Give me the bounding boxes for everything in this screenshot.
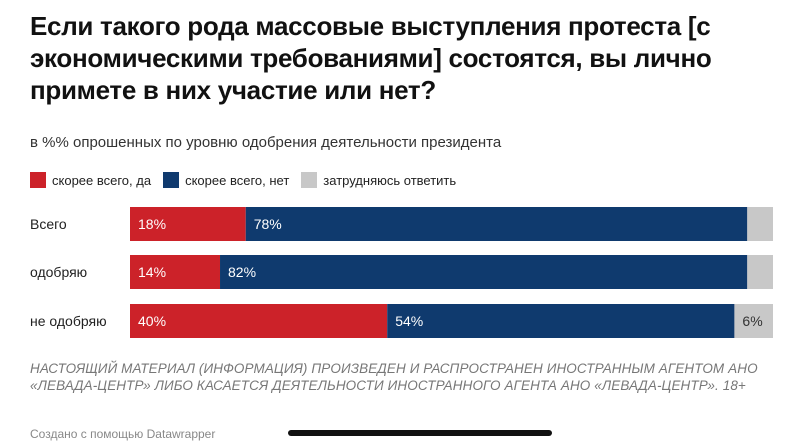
legend-swatch-unsure: [301, 172, 318, 188]
legend: скорее всего, да скорее всего, нет затру…: [30, 172, 468, 188]
bar-label-disapprove-unsure: 6%: [742, 313, 763, 329]
chart-subtitle: в %% опрошенных по уровню одобрения деят…: [30, 134, 502, 151]
bar-disapprove-no: [387, 304, 735, 338]
legend-label-unsure: затрудняюсь ответить: [323, 172, 457, 188]
bar-disapprove-unsure: [734, 304, 773, 338]
legend-swatch-yes: [30, 172, 46, 188]
legend-item-unsure: затрудняюсь ответить: [301, 172, 456, 188]
bar-total-no: [245, 207, 748, 241]
bar-label-approve-yes: 14%: [138, 264, 167, 280]
legend-item-yes: скорее всего, да: [30, 172, 151, 188]
legend-label-yes: скорее всего, да: [52, 172, 152, 188]
legend-swatch-no: [163, 172, 180, 188]
row-label-total: Всего: [30, 216, 67, 232]
bar-label-approve-no: 82%: [228, 264, 257, 280]
bar-label-total-yes: 18%: [138, 216, 167, 232]
bar-total-yes: [130, 207, 246, 241]
row-label-approve: одобряю: [30, 264, 88, 280]
bar-total-unsure: [747, 207, 773, 241]
bar-approve-unsure: [747, 255, 773, 289]
legend-label-no: скорее всего, нет: [185, 172, 290, 188]
home-indicator: [288, 430, 552, 436]
bar-disapprove-yes: [130, 304, 388, 338]
row-label-disapprove: не одобряю: [30, 313, 107, 329]
bar-label-total-no: 78%: [253, 216, 282, 232]
bar-label-disapprove-yes: 40%: [138, 313, 167, 329]
bar-label-disapprove-no: 54%: [395, 313, 424, 329]
bar-approve-yes: [130, 255, 221, 289]
datawrapper-credit: Создано с помощью Datawrapper: [30, 427, 216, 441]
legend-item-no: скорее всего, нет: [163, 172, 289, 188]
chart-title: Если такого рода массовые выступления пр…: [30, 11, 712, 105]
foreign-agent-notice: НАСТОЯЩИЙ МАТЕРИАЛ (ИНФОРМАЦИЯ) ПРОИЗВЕД…: [30, 361, 758, 393]
bar-approve-no: [220, 255, 748, 289]
